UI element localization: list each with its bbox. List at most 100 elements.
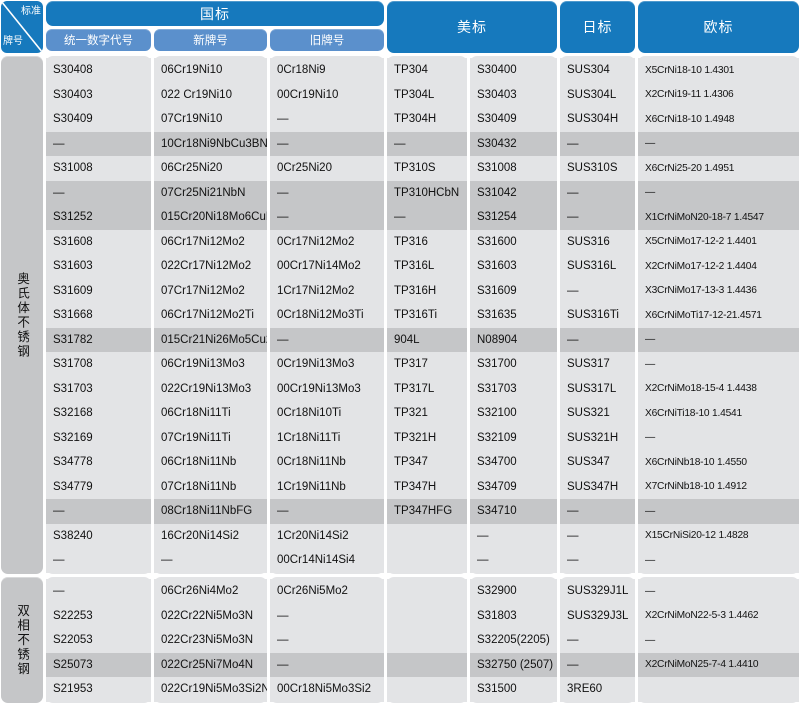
table-cell: 00Cr19Ni10 bbox=[270, 82, 384, 107]
table-cell: SUS304 bbox=[560, 58, 635, 83]
table-cell: 06Cr18Ni11Nb bbox=[154, 450, 267, 475]
table-cell: 0Cr18Ni11Nb bbox=[270, 450, 384, 475]
table-cell: S30400 bbox=[470, 58, 557, 83]
table-cell: X2CrNiMoN22-5-3 1.4462 bbox=[638, 603, 799, 628]
table-cell: X6CrNi25-20 1.4951 bbox=[638, 156, 799, 181]
table-cell: TP321H bbox=[387, 425, 467, 450]
table-cell: X6CrNiNb18-10 1.4550 bbox=[638, 450, 799, 475]
table-cell: — bbox=[270, 628, 384, 653]
table-cell: S32900 bbox=[470, 579, 557, 604]
table-cell: 0Cr26Ni5Mo2 bbox=[270, 579, 384, 604]
table-cell-empty bbox=[387, 652, 467, 677]
table-cell: X1CrNiMoN20-18-7 1.4547 bbox=[638, 205, 799, 230]
table-cell: — bbox=[270, 327, 384, 352]
table-cell: — bbox=[46, 579, 151, 604]
table-cell: — bbox=[638, 628, 799, 653]
table-cell: 022Cr23Ni5Mo3N bbox=[154, 628, 267, 653]
table-cell: TP316Ti bbox=[387, 303, 467, 328]
header-col-unified-code[interactable]: 统一数字代号 bbox=[46, 29, 151, 51]
table-cell: 07Cr19Ni11Ti bbox=[154, 425, 267, 450]
table-cell: SUS310S bbox=[560, 156, 635, 181]
table-cell: S30403 bbox=[46, 82, 151, 107]
table-cell: SUS329J3L bbox=[560, 603, 635, 628]
table-cell: TP347H bbox=[387, 474, 467, 499]
table-cell: TP304L bbox=[387, 82, 467, 107]
table-cell: S31609 bbox=[46, 278, 151, 303]
table-cell-empty bbox=[387, 677, 467, 702]
table-cell: X6CrNi18-10 1.4948 bbox=[638, 107, 799, 132]
table-cell: — bbox=[638, 352, 799, 377]
table-cell: 00Cr17Ni14Mo2 bbox=[270, 254, 384, 279]
table-cell: S25073 bbox=[46, 652, 151, 677]
table-cell: X2CrNi19-11 1.4306 bbox=[638, 82, 799, 107]
table-cell: X2CrNiMo17-12-2 1.4404 bbox=[638, 254, 799, 279]
table-cell: 06Cr18Ni11Ti bbox=[154, 401, 267, 426]
table-cell: TP321 bbox=[387, 401, 467, 426]
table-cell: — bbox=[560, 628, 635, 653]
table-cell: — bbox=[560, 652, 635, 677]
table-cell: 06Cr19Ni13Mo3 bbox=[154, 352, 267, 377]
table-cell: 07Cr18Ni11Nb bbox=[154, 474, 267, 499]
table-cell: TP304 bbox=[387, 58, 467, 83]
table-cell: S31668 bbox=[46, 303, 151, 328]
table-cell: — bbox=[638, 548, 799, 573]
diagonal-divider-icon bbox=[1, 1, 43, 53]
header-col-new-grade[interactable]: 新牌号 bbox=[154, 29, 267, 51]
table-cell: S32168 bbox=[46, 401, 151, 426]
table-cell: X2CrNiMoN25-7-4 1.4410 bbox=[638, 652, 799, 677]
table-cell: SUS317L bbox=[560, 376, 635, 401]
table-cell: SUS329J1L bbox=[560, 579, 635, 604]
header-group-en[interactable]: 欧标 bbox=[638, 1, 799, 53]
table-cell: 015Cr21Ni26Mo5Cu2 bbox=[154, 327, 267, 352]
table-cell: 022Cr25Ni7Mo4N bbox=[154, 652, 267, 677]
table-cell: — bbox=[638, 425, 799, 450]
table-cell: S34779 bbox=[46, 474, 151, 499]
table-cell-empty bbox=[387, 579, 467, 604]
table-cell: 07Cr25Ni21NbN bbox=[154, 180, 267, 205]
table-cell: 00Cr18Ni5Mo3Si2 bbox=[270, 677, 384, 702]
table-cell: S30403 bbox=[470, 82, 557, 107]
table-cell: 3RE60 bbox=[560, 677, 635, 702]
table-cell: TP316H bbox=[387, 278, 467, 303]
header-col-old-grade[interactable]: 旧牌号 bbox=[270, 29, 384, 51]
section-label-duplex: 双相不锈钢 bbox=[1, 577, 43, 703]
table-cell: TP317L bbox=[387, 376, 467, 401]
table-cell: S31700 bbox=[470, 352, 557, 377]
table-cell: — bbox=[560, 327, 635, 352]
table-cell: — bbox=[560, 180, 635, 205]
table-cell: S31703 bbox=[46, 376, 151, 401]
table-cell: 022Cr19Ni13Mo3 bbox=[154, 376, 267, 401]
table-cell: X7CrNiNb18-10 1.4912 bbox=[638, 474, 799, 499]
table-cell: S32169 bbox=[46, 425, 151, 450]
table-cell: — bbox=[560, 278, 635, 303]
table-cell-empty bbox=[638, 677, 799, 702]
table-cell: 06Cr19Ni10 bbox=[154, 58, 267, 83]
table-cell: — bbox=[46, 548, 151, 573]
header-group-jis[interactable]: 日标 bbox=[560, 1, 635, 53]
table-cell: S31008 bbox=[46, 156, 151, 181]
table-cell: 00Cr19Ni13Mo3 bbox=[270, 376, 384, 401]
table-cell: 1Cr19Ni11Nb bbox=[270, 474, 384, 499]
table-cell: X15CrNiSi20-12 1.4828 bbox=[638, 523, 799, 548]
section-label-austenitic: 奥氏体不锈钢 bbox=[1, 56, 43, 574]
table-cell: 1Cr18Ni11Ti bbox=[270, 425, 384, 450]
table-cell: 06Cr17Ni12Mo2Ti bbox=[154, 303, 267, 328]
table-cell: S31703 bbox=[470, 376, 557, 401]
table-cell: S31608 bbox=[46, 229, 151, 254]
table-cell: S34700 bbox=[470, 450, 557, 475]
table-cell: 022Cr19Ni5Mo3Si2N bbox=[154, 677, 267, 702]
table-cell: 0Cr18Ni12Mo3Ti bbox=[270, 303, 384, 328]
table-cell: 015Cr20Ni18Mo6CuN bbox=[154, 205, 267, 230]
table-cell: — bbox=[46, 131, 151, 156]
header-group-gb[interactable]: 国标 bbox=[46, 1, 384, 26]
table-cell: — bbox=[270, 180, 384, 205]
table-cell: 10Cr18Ni9NbCu3BN bbox=[154, 131, 267, 156]
header-group-astm[interactable]: 美标 bbox=[387, 1, 557, 53]
table-cell: S31252 bbox=[46, 205, 151, 230]
table-cell: 1Cr20Ni14Si2 bbox=[270, 523, 384, 548]
table-cell: 1Cr17Ni12Mo2 bbox=[270, 278, 384, 303]
table-cell: S31803 bbox=[470, 603, 557, 628]
table-cell: S31500 bbox=[470, 677, 557, 702]
table-cell: SUS304H bbox=[560, 107, 635, 132]
